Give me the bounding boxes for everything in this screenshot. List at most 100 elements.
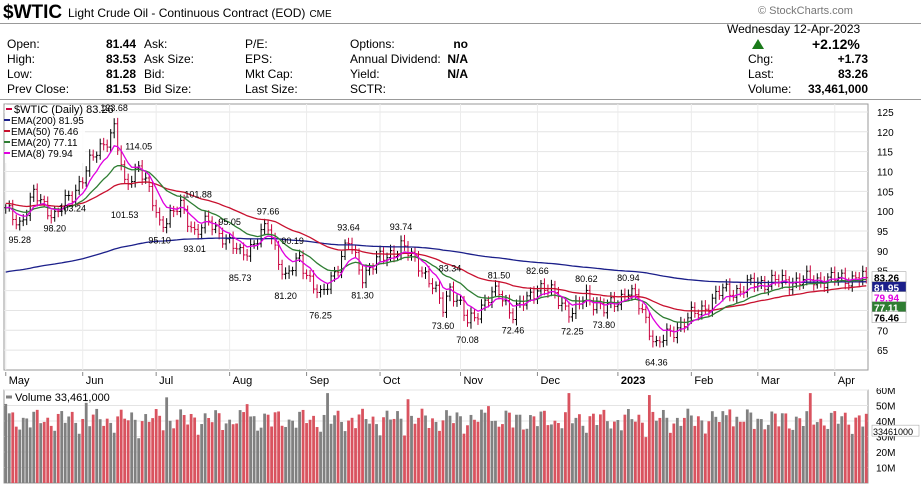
quote-label: Ask: xyxy=(144,37,168,51)
price-tag: 83.26 xyxy=(874,274,899,285)
legend-entry: EMA(8) 79.94 xyxy=(11,149,73,160)
volume-bar xyxy=(714,416,718,483)
volume-bar xyxy=(186,424,190,483)
quote-label: Low: xyxy=(7,67,33,81)
volume-bar xyxy=(420,408,424,483)
quote-label: Last: xyxy=(748,67,775,81)
volume-bar xyxy=(144,414,148,483)
price-annotation: 70.08 xyxy=(456,335,479,345)
x-tick-label: Jun xyxy=(86,375,104,387)
volume-bar xyxy=(546,425,550,483)
volume-bar xyxy=(473,419,476,483)
x-tick-label: May xyxy=(9,375,30,387)
volume-bar xyxy=(329,423,333,483)
quote-label: Ask Size: xyxy=(144,52,195,66)
price-annotation: 76.25 xyxy=(309,310,332,320)
volume-bar xyxy=(53,430,57,483)
quote-value: no xyxy=(453,37,468,51)
volume-legend-bg xyxy=(5,391,135,403)
volume-bar xyxy=(228,419,232,483)
quote-value: N/A xyxy=(447,52,468,66)
volume-bar xyxy=(14,426,18,483)
volume-bar xyxy=(553,420,557,483)
volume-bar xyxy=(417,417,420,483)
volume-bar xyxy=(217,413,221,483)
volume-bar xyxy=(242,412,246,483)
volume-bar xyxy=(441,420,445,483)
volume-bar xyxy=(116,416,120,483)
legend-entry: EMA(200) 81.95 xyxy=(11,116,84,127)
volume-bar xyxy=(756,418,760,483)
price-annotation: 93.01 xyxy=(183,244,206,254)
volume-bar xyxy=(452,423,455,483)
volume-bar xyxy=(766,424,770,483)
legend-entry: EMA(50) 76.46 xyxy=(11,127,79,138)
volume-bar xyxy=(637,414,641,483)
y-tick-label: 90 xyxy=(877,247,889,258)
volume-bar xyxy=(798,418,802,483)
volume-bar xyxy=(123,418,127,483)
volume-bar xyxy=(133,419,137,483)
volume-bar xyxy=(689,415,693,483)
volume-bar xyxy=(826,428,830,483)
volume-bar xyxy=(4,403,8,483)
price-tag: 79.94 xyxy=(874,294,899,305)
volume-bar xyxy=(490,421,494,483)
y-tick-label: 95 xyxy=(877,227,889,238)
description-text: Light Crude Oil - Continuous Contract (E… xyxy=(68,6,306,20)
volume-y-tick-label: 20M xyxy=(876,448,895,459)
volume-bar xyxy=(840,416,844,483)
volume-bar xyxy=(612,421,616,483)
volume-bar xyxy=(654,420,658,483)
volume-bar xyxy=(539,411,543,483)
quote-value: 33,461,000 xyxy=(807,82,868,96)
volume-bar xyxy=(445,410,448,483)
price-annotation: 73.80 xyxy=(593,320,616,330)
volume-bar xyxy=(410,415,413,483)
price-annotation: 95.28 xyxy=(8,235,31,245)
volume-bar xyxy=(557,423,560,483)
volume-bar xyxy=(137,438,141,483)
price-annotation: 72.46 xyxy=(502,326,525,336)
volume-bar xyxy=(592,413,595,483)
volume-bar xyxy=(609,428,613,483)
price-annotation: 64.36 xyxy=(645,358,668,368)
quote-value: 83.53 xyxy=(105,52,136,66)
y-tick-label: 65 xyxy=(877,346,889,357)
price-annotation: 93.64 xyxy=(337,222,360,232)
price-annotation: 97.66 xyxy=(257,206,280,216)
y-tick-label: 115 xyxy=(877,148,893,159)
quote-label: Volume: xyxy=(748,82,792,96)
volume-bar xyxy=(651,411,655,483)
volume-bar xyxy=(347,420,350,483)
volume-bar xyxy=(252,416,256,483)
volume-bar xyxy=(679,425,683,483)
volume-bar xyxy=(864,413,868,483)
quote-label: Open: xyxy=(7,37,40,51)
volume-bar xyxy=(529,415,532,483)
volume-bar xyxy=(511,427,515,483)
volume-bar xyxy=(368,423,371,483)
price-annotation: 98.20 xyxy=(43,223,66,233)
volume-bar xyxy=(462,433,466,483)
volume-bar xyxy=(385,410,389,483)
volume-bar xyxy=(431,418,434,483)
price-annotation: 80.62 xyxy=(575,274,598,284)
symbol: $WTIC xyxy=(3,2,63,23)
y-tick-label: 105 xyxy=(877,187,894,198)
price-annotation: 85.73 xyxy=(229,273,252,283)
volume-bar xyxy=(245,404,249,483)
volume-y-tick-label: 40M xyxy=(876,417,895,428)
volume-bar xyxy=(574,417,578,483)
volume-bar xyxy=(707,421,711,483)
volume-bar xyxy=(567,393,571,483)
volume-bar xyxy=(249,416,253,483)
volume-bar xyxy=(74,422,78,483)
volume-bar xyxy=(263,413,266,483)
volume-bar xyxy=(819,418,823,483)
volume-bar xyxy=(238,410,242,483)
volume-bar xyxy=(340,421,343,483)
y-tick-label: 100 xyxy=(877,207,894,218)
volume-bar xyxy=(46,417,50,483)
volume-bar xyxy=(791,429,795,483)
